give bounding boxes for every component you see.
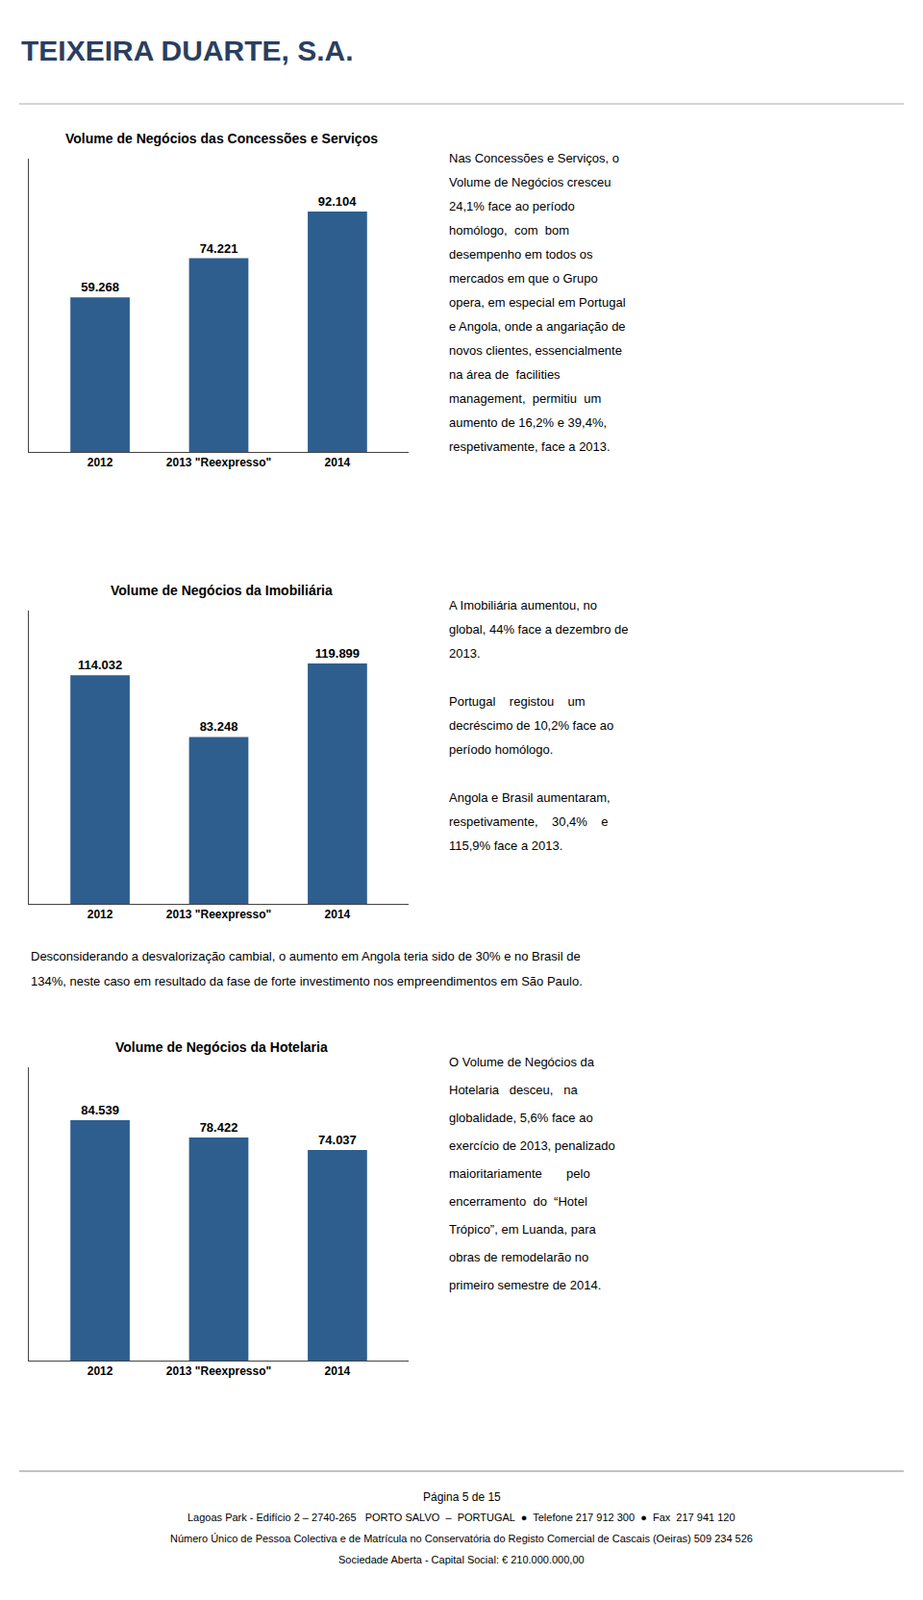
- svg-text:Volume de Negócios das Concess: Volume de Negócios das Concessões e Serv…: [65, 130, 378, 147]
- svg-text:2014: 2014: [324, 907, 351, 922]
- svg-text:encerramento do “Hotel: encerramento do “Hotel: [449, 1194, 588, 1209]
- svg-text:2012: 2012: [87, 455, 114, 470]
- svg-text:exercício de 2013, penalizado: exercício de 2013, penalizado: [449, 1138, 616, 1153]
- svg-text:2014: 2014: [324, 1364, 351, 1378]
- svg-text:2013.: 2013.: [449, 646, 481, 661]
- svg-text:Volume de Negócios da Hotelari: Volume de Negócios da Hotelaria: [115, 1039, 328, 1055]
- svg-text:59.268: 59.268: [80, 279, 120, 295]
- svg-text:respetivamente, face a 2013.: respetivamente, face a 2013.: [449, 439, 611, 454]
- svg-text:Angola e Brasil aumentaram,: Angola e Brasil aumentaram,: [449, 790, 611, 805]
- svg-text:83.248: 83.248: [199, 719, 239, 734]
- svg-text:Trópico”, em Luanda, para: Trópico”, em Luanda, para: [449, 1222, 597, 1237]
- svg-text:primeiro semestre de 2014.: primeiro semestre de 2014.: [449, 1277, 601, 1293]
- svg-text:Hotelaria desceu, na: Hotelaria desceu, na: [449, 1082, 578, 1098]
- svg-text:respetivamente, 30,4% e: respetivamente, 30,4% e: [449, 814, 608, 829]
- svg-text:Lagoas Park - Edifício 2 – 274: Lagoas Park - Edifício 2 – 2740-265 PORT…: [187, 1511, 736, 1523]
- svg-text:globalidade, 5,6% face ao: globalidade, 5,6% face ao: [449, 1110, 594, 1125]
- svg-text:Desconsiderando a desvalorizaç: Desconsiderando a desvalorização cambial…: [30, 948, 581, 964]
- svg-text:O Volume de Negócios da: O Volume de Negócios da: [449, 1054, 596, 1070]
- svg-text:período homólogo.: período homólogo.: [449, 742, 553, 757]
- svg-text:Nas Concessões e Serviços, o: Nas Concessões e Serviços, o: [449, 150, 620, 166]
- svg-text:115,9% face a 2013.: 115,9% face a 2013.: [449, 838, 563, 853]
- svg-text:Volume de Negócios da Imobiliá: Volume de Negócios da Imobiliária: [110, 582, 333, 599]
- svg-text:A Imobiliária aumentou, no: A Imobiliária aumentou, no: [449, 598, 598, 613]
- svg-text:Página 5 de 15: Página 5 de 15: [423, 1490, 501, 1504]
- svg-text:na área de facilities: na área de facilities: [449, 367, 561, 382]
- svg-text:74.221: 74.221: [199, 241, 239, 256]
- svg-text:desempenho em todos os: desempenho em todos os: [449, 247, 594, 262]
- svg-text:decréscimo de 10,2% face ao: decréscimo de 10,2% face ao: [449, 718, 614, 733]
- svg-text:obras de remodelarão no: obras de remodelarão no: [449, 1249, 589, 1265]
- svg-text:Portugal registou um: Portugal registou um: [449, 694, 586, 709]
- svg-text:Sociedade Aberta - Capital Soc: Sociedade Aberta - Capital Social: € 210…: [338, 1553, 585, 1566]
- svg-text:2014: 2014: [324, 455, 351, 470]
- svg-text:24,1% face ao período: 24,1% face ao período: [449, 199, 575, 214]
- svg-text:novos clientes, essencialmente: novos clientes, essencialmente: [449, 343, 623, 358]
- svg-text:aumento de 16,2% e 39,4%,: aumento de 16,2% e 39,4%,: [449, 415, 607, 430]
- svg-text:global, 44% face a dezembro de: global, 44% face a dezembro de: [449, 622, 628, 637]
- svg-text:2012: 2012: [87, 1364, 114, 1378]
- svg-text:84.539: 84.539: [80, 1102, 120, 1118]
- svg-text:maioritariamente pelo: maioritariamente pelo: [449, 1166, 591, 1181]
- svg-text:114.032: 114.032: [77, 657, 123, 673]
- svg-text:74.037: 74.037: [318, 1132, 357, 1148]
- svg-text:mercados em que o Grupo: mercados em que o Grupo: [449, 271, 599, 286]
- svg-text:92.104: 92.104: [318, 194, 358, 209]
- svg-text:e Angola, onde a angariação de: e Angola, onde a angariação de: [449, 319, 626, 334]
- svg-text:Volume de Negócios cresceu: Volume de Negócios cresceu: [449, 174, 611, 190]
- svg-text:2013 "Reexpresso": 2013 "Reexpresso": [166, 1364, 272, 1378]
- svg-text:119.899: 119.899: [315, 646, 360, 661]
- svg-text:opera, em especial em Portugal: opera, em especial em Portugal: [449, 295, 626, 310]
- svg-text:78.422: 78.422: [199, 1120, 239, 1135]
- svg-text:2013 "Reexpresso": 2013 "Reexpresso": [166, 455, 272, 470]
- svg-text:homólogo, com bom: homólogo, com bom: [449, 223, 570, 238]
- svg-text:2012: 2012: [87, 907, 114, 922]
- svg-text:management, permitiu um: management, permitiu um: [449, 391, 601, 406]
- svg-text:2013 "Reexpresso": 2013 "Reexpresso": [166, 907, 272, 922]
- svg-text:TEIXEIRA DUARTE, S.A.: TEIXEIRA DUARTE, S.A.: [21, 34, 354, 67]
- svg-text:Número Único de Pessoa Colecti: Número Único de Pessoa Colectiva e de Ma…: [170, 1532, 753, 1545]
- svg-text:134%, neste caso em resultado: 134%, neste caso em resultado da fase de…: [30, 973, 583, 989]
